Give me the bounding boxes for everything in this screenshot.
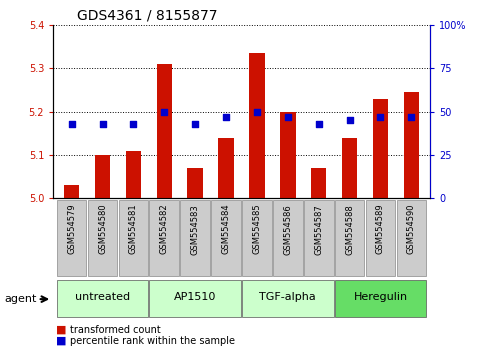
Text: GSM554583: GSM554583 <box>191 204 199 255</box>
Bar <box>242 200 272 276</box>
Point <box>377 114 384 120</box>
Point <box>253 109 261 114</box>
Text: agent: agent <box>5 294 37 304</box>
Text: percentile rank within the sample: percentile rank within the sample <box>70 336 235 346</box>
Bar <box>88 200 117 276</box>
Bar <box>95 155 110 198</box>
Point <box>191 121 199 126</box>
Text: GSM554587: GSM554587 <box>314 204 323 255</box>
Text: GSM554581: GSM554581 <box>129 204 138 255</box>
Text: GSM554582: GSM554582 <box>160 204 169 255</box>
Point <box>99 121 106 126</box>
Bar <box>335 200 364 276</box>
Text: AP1510: AP1510 <box>174 292 216 302</box>
Bar <box>211 200 241 276</box>
Text: GSM554579: GSM554579 <box>67 204 76 255</box>
Point <box>68 121 75 126</box>
Bar <box>249 53 265 198</box>
Text: GSM554588: GSM554588 <box>345 204 354 255</box>
Bar <box>397 200 426 276</box>
Bar <box>342 138 357 198</box>
Text: ■: ■ <box>56 336 66 346</box>
Point <box>408 114 415 120</box>
Text: GSM554586: GSM554586 <box>284 204 292 255</box>
Text: transformed count: transformed count <box>70 325 161 335</box>
Bar <box>304 200 334 276</box>
Point <box>160 109 168 114</box>
Point <box>284 114 292 120</box>
Text: GDS4361 / 8155877: GDS4361 / 8155877 <box>77 9 218 23</box>
Bar <box>119 200 148 276</box>
Bar <box>64 185 79 198</box>
Text: GSM554584: GSM554584 <box>222 204 230 255</box>
Bar <box>126 150 141 198</box>
Bar <box>373 98 388 198</box>
Bar <box>57 280 148 316</box>
Bar <box>187 168 203 198</box>
Bar <box>280 112 296 198</box>
Text: Heregulin: Heregulin <box>354 292 408 302</box>
Bar <box>156 64 172 198</box>
Bar <box>242 280 334 316</box>
Bar <box>404 92 419 198</box>
Bar <box>366 200 395 276</box>
Point <box>315 121 323 126</box>
Point <box>346 118 354 123</box>
Bar <box>311 168 327 198</box>
Bar <box>273 200 303 276</box>
Bar <box>149 280 241 316</box>
Text: untreated: untreated <box>75 292 130 302</box>
Text: TGF-alpha: TGF-alpha <box>259 292 316 302</box>
Text: ■: ■ <box>56 325 66 335</box>
Point <box>129 121 137 126</box>
Bar <box>57 200 86 276</box>
Bar <box>218 138 234 198</box>
Text: GSM554580: GSM554580 <box>98 204 107 255</box>
Bar <box>180 200 210 276</box>
Bar <box>149 200 179 276</box>
Text: GSM554585: GSM554585 <box>253 204 261 255</box>
Text: GSM554589: GSM554589 <box>376 204 385 255</box>
Point <box>222 114 230 120</box>
Text: GSM554590: GSM554590 <box>407 204 416 254</box>
Bar <box>335 280 426 316</box>
